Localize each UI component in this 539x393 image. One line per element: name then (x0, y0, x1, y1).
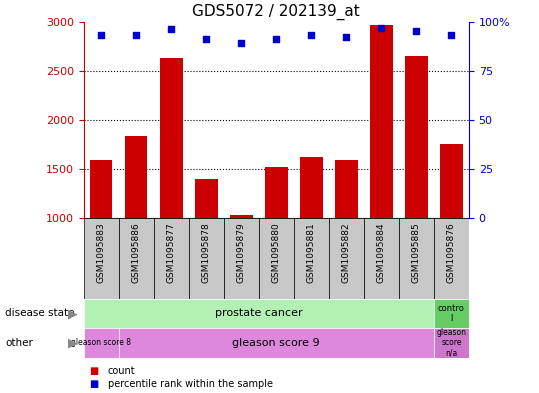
Bar (125, 136, 148, 218)
Text: GSM1095881: GSM1095881 (307, 222, 316, 283)
Text: GSM1095885: GSM1095885 (412, 222, 421, 283)
Bar (195, 179, 218, 218)
Bar (224, 218, 259, 299)
Bar (434, 218, 469, 299)
Text: ■: ■ (89, 366, 98, 376)
Text: GSM1095883: GSM1095883 (96, 222, 106, 283)
Text: gleason
score
n/a: gleason score n/a (437, 328, 466, 358)
Bar (259, 218, 294, 299)
Text: other: other (5, 338, 33, 348)
Text: ■: ■ (89, 379, 98, 389)
Point (167, 26, 176, 33)
Bar (434, 299, 469, 328)
Text: GSM1095884: GSM1095884 (377, 222, 386, 283)
Text: GSM1095876: GSM1095876 (447, 222, 456, 283)
Bar (265, 167, 288, 218)
Text: contro
l: contro l (438, 304, 465, 323)
Point (237, 40, 246, 46)
Text: GSM1095886: GSM1095886 (132, 222, 141, 283)
Text: count: count (108, 366, 135, 376)
Point (377, 24, 386, 31)
Point (272, 36, 281, 42)
Bar (405, 56, 428, 218)
Bar (370, 24, 393, 218)
Bar (189, 218, 224, 299)
Bar (119, 218, 154, 299)
Bar (364, 218, 399, 299)
Text: GSM1095879: GSM1095879 (237, 222, 246, 283)
Text: GSM1095878: GSM1095878 (202, 222, 211, 283)
Point (132, 32, 140, 39)
Bar (440, 144, 463, 218)
Bar (119, 328, 434, 358)
Point (412, 28, 421, 35)
Text: prostate cancer: prostate cancer (215, 309, 302, 318)
Title: GDS5072 / 202139_at: GDS5072 / 202139_at (192, 4, 360, 20)
Bar (230, 215, 253, 218)
Bar (399, 218, 434, 299)
Text: gleason score 8: gleason score 8 (71, 338, 131, 347)
Point (342, 34, 351, 40)
Text: GSM1095880: GSM1095880 (272, 222, 281, 283)
Text: disease state: disease state (5, 309, 75, 318)
Point (447, 32, 456, 39)
Bar (154, 218, 189, 299)
Point (307, 32, 316, 39)
Text: percentile rank within the sample: percentile rank within the sample (108, 379, 273, 389)
Bar (335, 160, 358, 218)
Bar (84, 218, 119, 299)
Bar (160, 58, 183, 218)
Bar (89, 160, 113, 218)
Bar (329, 218, 364, 299)
Text: ▶: ▶ (68, 336, 78, 349)
Text: gleason score 9: gleason score 9 (232, 338, 320, 348)
Text: GSM1095877: GSM1095877 (167, 222, 176, 283)
Bar (434, 328, 469, 358)
Bar (300, 157, 323, 218)
Text: GSM1095882: GSM1095882 (342, 222, 351, 283)
Bar (294, 218, 329, 299)
Text: ▶: ▶ (68, 307, 78, 320)
Bar (84, 328, 119, 358)
Point (97, 32, 106, 39)
Point (202, 36, 211, 42)
